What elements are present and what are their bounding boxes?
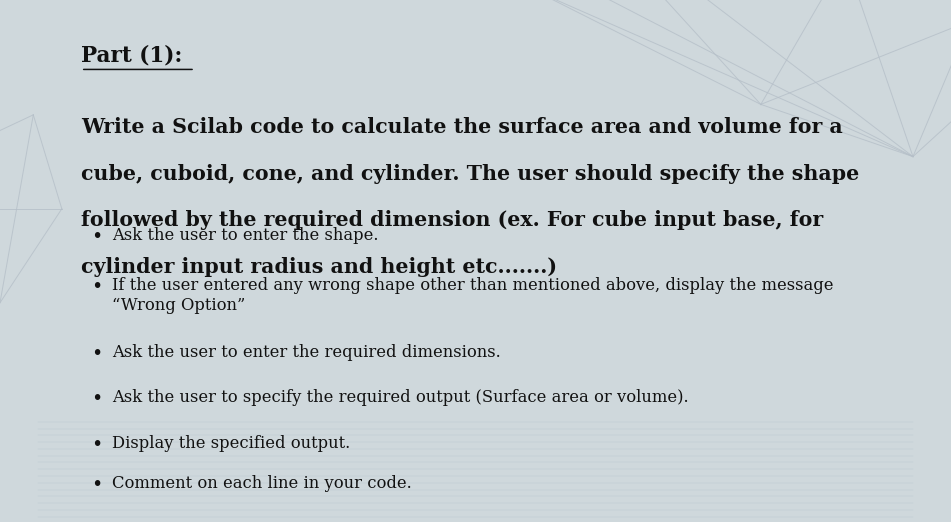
Text: Part (1):: Part (1):	[81, 44, 183, 66]
Text: Ask the user to enter the required dimensions.: Ask the user to enter the required dimen…	[112, 344, 501, 361]
Text: Display the specified output.: Display the specified output.	[112, 435, 351, 452]
Text: •: •	[91, 277, 103, 296]
Text: •: •	[91, 227, 103, 246]
Text: Write a Scilab code to calculate the surface area and volume for a: Write a Scilab code to calculate the sur…	[81, 117, 843, 137]
Text: cube, cuboid, cone, and cylinder. The user should specify the shape: cube, cuboid, cone, and cylinder. The us…	[81, 164, 859, 184]
Text: •: •	[91, 344, 103, 363]
Text: Ask the user to specify the required output (Surface area or volume).: Ask the user to specify the required out…	[112, 389, 689, 406]
Text: •: •	[91, 435, 103, 454]
Text: followed by the required dimension (ex. For cube input base, for: followed by the required dimension (ex. …	[81, 210, 823, 230]
Text: Comment on each line in your code.: Comment on each line in your code.	[112, 475, 412, 492]
Text: cylinder input radius and height etc.......): cylinder input radius and height etc....…	[81, 257, 557, 277]
Text: •: •	[91, 389, 103, 408]
Text: If the user entered any wrong shape other than mentioned above, display the mess: If the user entered any wrong shape othe…	[112, 277, 834, 314]
Text: Ask the user to enter the shape.: Ask the user to enter the shape.	[112, 227, 378, 244]
Text: •: •	[91, 475, 103, 494]
